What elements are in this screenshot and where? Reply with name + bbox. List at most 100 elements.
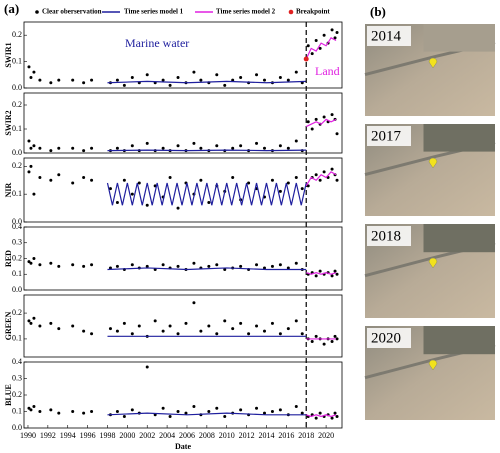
observation xyxy=(199,146,203,150)
x-tick-label: 1992 xyxy=(40,431,56,440)
observation xyxy=(71,324,75,328)
year-box xyxy=(367,226,411,246)
observation xyxy=(130,192,134,196)
observation xyxy=(262,329,266,333)
observation xyxy=(286,266,290,270)
observation xyxy=(199,78,203,82)
x-tick-label: 2016 xyxy=(278,431,294,440)
observation xyxy=(49,149,53,153)
y-axis-label: SWIR1 xyxy=(4,42,13,67)
model-line xyxy=(305,118,337,128)
observation xyxy=(314,274,318,278)
observation xyxy=(310,340,314,343)
y-tick-label: 0.2 xyxy=(12,390,22,399)
observation xyxy=(278,75,282,79)
observation xyxy=(300,332,304,336)
observation xyxy=(168,414,172,418)
observation xyxy=(82,329,86,333)
observation xyxy=(49,261,53,265)
observation xyxy=(231,327,235,331)
observation xyxy=(161,263,165,267)
land-area xyxy=(423,326,495,355)
observation xyxy=(27,406,31,410)
observation xyxy=(161,78,165,82)
observation xyxy=(215,406,219,410)
observation xyxy=(247,181,251,185)
observation xyxy=(330,167,334,171)
observation xyxy=(184,321,188,325)
y-tick-label: 0.0 xyxy=(12,423,22,432)
model-line xyxy=(305,37,337,60)
observation xyxy=(122,414,126,418)
observation xyxy=(294,70,298,74)
observation xyxy=(255,73,259,77)
y-tick-label: 0.1 xyxy=(12,189,22,198)
observation xyxy=(57,146,61,150)
observation xyxy=(161,406,165,410)
observation xyxy=(215,332,219,336)
observation xyxy=(294,139,298,143)
observation xyxy=(82,149,86,153)
observation xyxy=(262,146,266,150)
observation xyxy=(145,203,149,207)
observation xyxy=(184,411,188,415)
observation xyxy=(215,73,219,77)
observation xyxy=(310,52,314,56)
annotation: Marine water xyxy=(125,36,189,50)
observation xyxy=(335,132,339,136)
observation xyxy=(300,411,304,415)
plot-frame xyxy=(23,361,343,429)
observation xyxy=(90,410,94,413)
observation xyxy=(29,408,33,412)
observation xyxy=(32,405,36,409)
observation xyxy=(333,269,337,273)
observation xyxy=(306,120,310,124)
observation xyxy=(322,33,326,37)
observation xyxy=(49,178,53,182)
observation xyxy=(192,70,196,74)
observation xyxy=(192,261,196,265)
observation xyxy=(176,75,180,79)
observation xyxy=(322,342,326,346)
observation xyxy=(270,410,274,413)
model-line xyxy=(107,80,307,84)
observation xyxy=(71,263,75,267)
observation xyxy=(29,75,33,79)
observation xyxy=(322,115,326,119)
observation xyxy=(27,139,31,143)
observation xyxy=(168,324,172,328)
observation xyxy=(335,272,339,276)
observation xyxy=(145,365,149,369)
year-label: 2014 xyxy=(371,28,402,44)
observation xyxy=(108,327,112,331)
observation xyxy=(255,324,259,328)
y-tick-label: 0.2 xyxy=(12,30,22,39)
model-line xyxy=(305,171,337,187)
observation xyxy=(286,146,290,150)
model-line xyxy=(106,182,307,206)
observation xyxy=(330,28,334,32)
observation xyxy=(223,414,227,418)
legend-label: Breakpoint xyxy=(296,8,330,16)
legend-label: Clear oberservation xyxy=(42,8,102,16)
observation xyxy=(38,410,42,413)
y-tick-label: 0.0 xyxy=(12,285,22,294)
observation xyxy=(115,146,119,150)
y-tick-label: 0.2 xyxy=(12,253,22,262)
y-tick-label: 0.1 xyxy=(12,406,22,415)
observation xyxy=(207,201,211,205)
land-area xyxy=(423,224,495,253)
observation xyxy=(255,141,259,145)
observation xyxy=(270,264,274,268)
observation xyxy=(32,257,36,260)
observation xyxy=(231,78,235,82)
observation xyxy=(207,264,211,268)
observation xyxy=(262,411,266,415)
observation xyxy=(262,78,266,82)
plot-frame xyxy=(23,157,343,223)
x-tick-label: 2014 xyxy=(258,431,274,440)
observation xyxy=(49,81,53,85)
x-tick-label: 2002 xyxy=(139,431,155,440)
observation xyxy=(161,146,165,150)
